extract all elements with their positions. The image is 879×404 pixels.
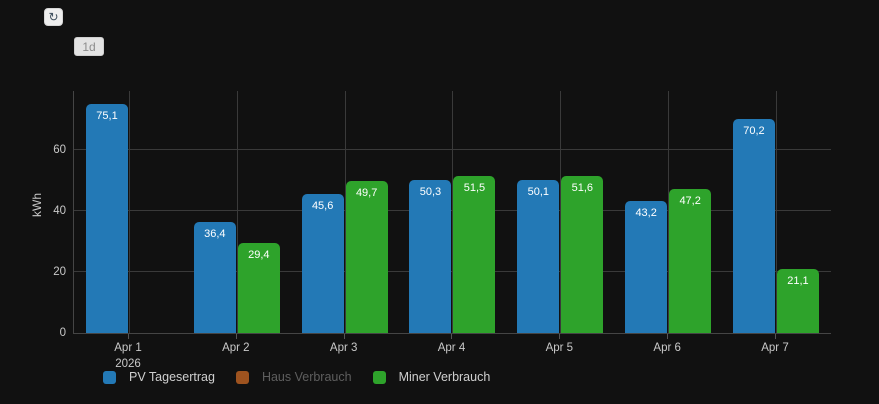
bar-value-label: 70,2 <box>743 124 765 137</box>
x-tick-label: Apr 2 <box>222 342 250 354</box>
refresh-button[interactable]: ↻ <box>44 8 63 26</box>
grid-line-v <box>668 91 670 333</box>
legend-swatch <box>235 370 249 384</box>
range-button-1d[interactable]: 1d <box>74 37 104 56</box>
legend-label: Miner Verbrauch <box>398 370 491 384</box>
bar-pv-tagesertrag: 50,1 <box>517 180 560 333</box>
bar-value-label: 36,4 <box>204 227 226 240</box>
x-tick-label: Apr 5 <box>545 342 574 354</box>
bar-miner-verbrauch: 29,4 <box>237 243 280 333</box>
bar-pv-tagesertrag: 75,1 <box>86 103 128 333</box>
bar-miner-verbrauch: 51,6 <box>561 175 604 333</box>
x-tick-label: Apr 3 <box>329 342 358 354</box>
bar-pv-tagesertrag: 70,2 <box>732 118 775 333</box>
legend-swatch <box>103 370 116 384</box>
grid-line-v <box>129 91 130 333</box>
bar-value-label: 51,5 <box>463 181 486 194</box>
bar-value-label: 43,2 <box>635 207 657 220</box>
x-axis-tick <box>235 334 237 339</box>
plot-area: 75,1 36,4 45,6 50,3 50,1 43,2 70,2 29,4 49,7 51,5… <box>73 91 831 334</box>
y-tick-label: 60 <box>53 144 66 156</box>
x-axis-tick <box>774 334 776 339</box>
x-tick-label: Apr 7 <box>761 342 789 354</box>
x-axis: Apr 1 2026 Apr 2 Apr 3 Apr 4 Apr 5 Apr 6 Apr 7 <box>73 333 830 373</box>
grid-line-v <box>560 91 562 333</box>
bar-value-label: 45,6 <box>311 199 334 212</box>
bar-value-label: 47,2 <box>679 195 701 208</box>
x-tick-label: Apr 4 <box>437 342 466 354</box>
bar-value-label: 51,6 <box>571 181 594 194</box>
bar-value-label: 50,3 <box>419 185 442 198</box>
bar-miner-verbrauch: 21,1 <box>776 268 819 333</box>
x-tick-label: Apr 1 2026 <box>114 342 142 370</box>
bar-value-label: 75,1 <box>96 109 118 122</box>
x-axis-tick <box>559 334 561 339</box>
legend: PV Tagesertrag Haus Verbrauch Miner Verbra… <box>103 370 490 384</box>
y-tick-label: 40 <box>53 205 66 217</box>
bar-value-label: 50,1 <box>527 186 550 199</box>
bar-pv-tagesertrag: 50,3 <box>409 179 452 333</box>
x-axis-tick <box>667 334 669 339</box>
legend-item[interactable]: Miner Verbrauch <box>372 370 491 384</box>
bar-miner-verbrauch: 47,2 <box>669 189 712 333</box>
x-axis-tick <box>343 334 345 339</box>
y-tick-label: 20 <box>53 266 66 278</box>
bar-miner-verbrauch: 51,5 <box>453 175 496 333</box>
bar-value-label: 49,7 <box>355 187 378 200</box>
legend-item[interactable]: Haus Verbrauch <box>235 370 352 384</box>
x-tick-label: Apr 6 <box>653 342 681 354</box>
y-tick-label: 0 <box>59 327 66 339</box>
bar-pv-tagesertrag: 36,4 <box>193 221 236 333</box>
grid-line-v <box>344 91 346 333</box>
bar-miner-verbrauch: 49,7 <box>345 181 388 333</box>
legend-label: PV Tagesertrag <box>129 370 215 384</box>
x-axis-tick <box>451 334 453 339</box>
bar-value-label: 29,4 <box>248 249 270 262</box>
x-axis-tick <box>128 334 129 339</box>
grid-line-v <box>775 91 777 333</box>
grid-line-v <box>452 91 454 333</box>
bar-pv-tagesertrag: 43,2 <box>625 201 668 333</box>
x-tick-secondary-label: 2026 <box>115 358 141 370</box>
legend-label: Haus Verbrauch <box>261 370 352 384</box>
bar-value-label: 21,1 <box>787 274 809 287</box>
bar-pv-tagesertrag: 45,6 <box>301 193 344 333</box>
refresh-icon: ↻ <box>48 9 59 24</box>
legend-swatch <box>372 370 386 384</box>
grid-line-v <box>236 91 238 333</box>
legend-item[interactable]: PV Tagesertrag <box>103 370 215 384</box>
